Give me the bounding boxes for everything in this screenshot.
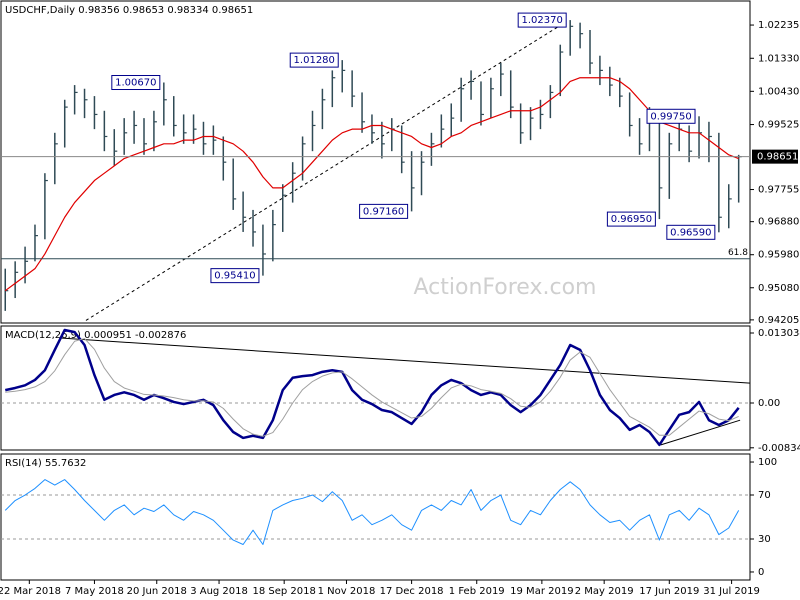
panel-title: RSI(14) 55.7632 <box>5 458 86 469</box>
y-tick-label: 0.00 <box>758 398 780 409</box>
trend-line <box>660 419 741 446</box>
annotation-label: 0.96590 <box>670 227 711 238</box>
chart-title: USDCHF,Daily 0.98356 0.98653 0.98334 0.9… <box>5 5 253 16</box>
last-price-box <box>752 149 798 164</box>
x-tick-label: 22 Mar 2018 <box>0 586 61 597</box>
annotation-box <box>210 268 260 284</box>
annotation-box <box>289 52 339 68</box>
panel-title: MACD(12,26,9) 0.000951 -0.002876 <box>5 330 186 341</box>
annotation-label: 0.95410 <box>214 271 255 282</box>
x-tick-label: 2 May 2019 <box>575 586 634 597</box>
annotation-box <box>606 211 656 227</box>
trend-line <box>85 21 567 321</box>
y-tick-label: 0.94205 <box>758 315 799 326</box>
x-tick-label: 31 Jul 2019 <box>703 586 760 597</box>
watermark: ActionForex.com <box>414 275 597 300</box>
panel-frame <box>0 0 751 324</box>
annotation-label: 0.96950 <box>611 214 652 225</box>
trend-line <box>60 337 751 384</box>
annotation-box <box>646 108 696 124</box>
y-tick-label: 100 <box>758 457 777 468</box>
annotation-box <box>111 75 161 91</box>
annotation-label: 1.01280 <box>294 55 335 66</box>
y-tick-label: 0.97755 <box>758 185 799 196</box>
annotation-label: 1.02370 <box>522 15 563 26</box>
annotation-box <box>666 224 716 240</box>
x-tick-label: 1 Nov 2018 <box>318 586 376 597</box>
series-line <box>4 479 740 545</box>
annotation-box <box>359 203 409 219</box>
y-tick-label: 0.95080 <box>758 283 799 294</box>
y-tick-label: 1.02235 <box>758 20 799 31</box>
x-tick-label: 18 Sep 2018 <box>252 586 315 597</box>
series-line <box>4 77 739 292</box>
fib-label: 61.8 <box>728 248 748 258</box>
x-tick-label: 20 Jun 2018 <box>127 586 187 597</box>
y-tick-label: 30 <box>758 534 771 545</box>
series-line <box>4 328 740 447</box>
annotation-label: 1.00670 <box>115 78 156 89</box>
x-tick-label: 17 Dec 2018 <box>380 586 444 597</box>
panel-frame <box>0 453 751 581</box>
annotation-box <box>517 12 567 28</box>
y-tick-label: 0.96880 <box>758 217 799 228</box>
last-price-label: 0.98651 <box>757 152 798 163</box>
x-tick-label: 17 Jun 2019 <box>639 586 699 597</box>
x-tick-label: 7 May 2018 <box>65 586 124 597</box>
annotation-label: 0.99750 <box>650 111 691 122</box>
y-tick-label: -0.00834 <box>758 443 800 454</box>
annotation-label: 0.97160 <box>363 206 404 217</box>
panel-frame <box>0 325 751 451</box>
series-line <box>5 338 739 437</box>
y-tick-label: 0.95980 <box>758 250 799 261</box>
x-tick-label: 19 Mar 2019 <box>510 586 573 597</box>
x-tick-label: 1 Feb 2019 <box>449 586 505 597</box>
x-tick-label: 3 Aug 2018 <box>190 586 248 597</box>
y-tick-label: 0.013034 <box>758 328 800 339</box>
y-tick-label: 0 <box>758 567 764 578</box>
y-tick-label: 0.99525 <box>758 120 799 131</box>
y-tick-label: 1.01330 <box>758 53 799 64</box>
y-tick-label: 1.00430 <box>758 86 799 97</box>
y-tick-label: 70 <box>758 490 771 501</box>
